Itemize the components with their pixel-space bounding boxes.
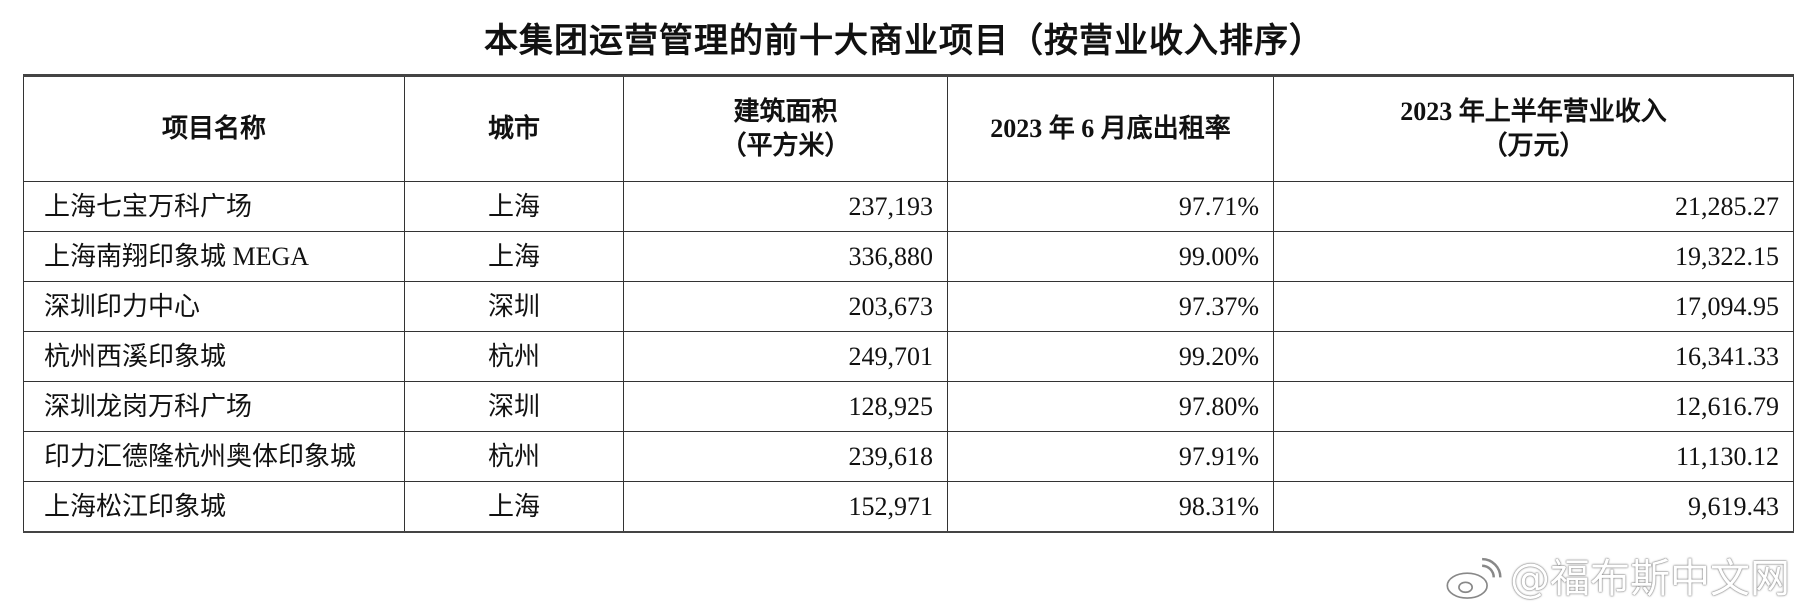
table-title: 本集团运营管理的前十大商业项目（按营业收入排序） — [484, 23, 1324, 60]
header-label: 项目名称 — [161, 114, 266, 143]
revenue-cell: 9,619.43 — [1273, 481, 1794, 533]
project-name-cell: 上海松江印象城 — [23, 481, 405, 533]
city-cell: 上海 — [404, 481, 624, 533]
header-label: 建筑面积 — [733, 97, 838, 126]
table-row: 杭州西溪印象城 杭州 249,701 99.20% 16,341.33 — [23, 331, 1794, 382]
projects-table: 项目名称 城市 建筑面积 （平方米） 2023 年 6 月底出租率 2023 年上… — [23, 74, 1794, 533]
revenue-cell: 16,341.33 — [1273, 331, 1794, 382]
weibo-logo-icon — [1446, 557, 1502, 599]
area-cell: 239,618 — [623, 431, 948, 482]
table-row: 印力汇德隆杭州奥体印象城 杭州 239,618 97.91% 11,130.12 — [23, 431, 1794, 482]
revenue-cell: 11,130.12 — [1273, 431, 1794, 482]
project-name-cell: 深圳印力中心 — [23, 281, 405, 332]
occupancy-cell: 97.80% — [947, 381, 1274, 432]
header-unit: （万元） — [1481, 131, 1586, 160]
occupancy-cell: 97.91% — [947, 431, 1274, 482]
city-cell: 上海 — [404, 231, 624, 282]
area-cell: 249,701 — [623, 331, 948, 382]
city-cell: 上海 — [404, 181, 624, 232]
project-name-cell: 上海七宝万科广场 — [23, 181, 405, 232]
occupancy-cell: 97.71% — [947, 181, 1274, 232]
header-area: 建筑面积 （平方米） — [623, 75, 948, 182]
area-cell: 336,880 — [623, 231, 948, 282]
watermark-text: @福布斯中文网 — [1510, 556, 1790, 602]
table-row: 深圳印力中心 深圳 203,673 97.37% 17,094.95 — [23, 281, 1794, 332]
project-name-cell: 印力汇德隆杭州奥体印象城 — [23, 431, 405, 482]
project-name-cell: 上海南翔印象城 MEGA — [23, 231, 405, 282]
revenue-cell: 17,094.95 — [1273, 281, 1794, 332]
header-revenue: 2023 年上半年营业收入 （万元） — [1273, 75, 1794, 182]
revenue-cell: 12,616.79 — [1273, 381, 1794, 432]
area-cell: 237,193 — [623, 181, 948, 232]
header-unit: （平方米） — [720, 131, 851, 160]
watermark: @福布斯中文网 — [1444, 556, 1790, 602]
city-cell: 杭州 — [404, 431, 624, 482]
table-row: 深圳龙岗万科广场 深圳 128,925 97.80% 12,616.79 — [23, 381, 1794, 432]
header-occupancy: 2023 年 6 月底出租率 — [947, 75, 1274, 182]
area-cell: 203,673 — [623, 281, 948, 332]
city-cell: 杭州 — [404, 331, 624, 382]
occupancy-cell: 99.20% — [947, 331, 1274, 382]
city-cell: 深圳 — [404, 281, 624, 332]
occupancy-cell: 97.37% — [947, 281, 1274, 332]
revenue-cell: 21,285.27 — [1273, 181, 1794, 232]
city-cell: 深圳 — [404, 381, 624, 432]
occupancy-cell: 99.00% — [947, 231, 1274, 282]
table-row: 上海南翔印象城 MEGA 上海 336,880 99.00% 19,322.15 — [23, 231, 1794, 282]
table-row: 上海七宝万科广场 上海 237,193 97.71% 21,285.27 — [23, 181, 1794, 232]
header-city: 城市 — [404, 75, 624, 182]
occupancy-cell: 98.31% — [947, 481, 1274, 533]
header-label: 2023 年上半年营业收入 — [1400, 97, 1667, 126]
table-row: 上海松江印象城 上海 152,971 98.31% 9,619.43 — [23, 481, 1794, 533]
project-name-cell: 杭州西溪印象城 — [23, 331, 405, 382]
header-project-name: 项目名称 — [23, 75, 405, 182]
header-label: 2023 年 6 月底出租率 — [990, 114, 1231, 143]
header-label: 城市 — [487, 114, 540, 143]
area-cell: 128,925 — [623, 381, 948, 432]
revenue-cell: 19,322.15 — [1273, 231, 1794, 282]
project-name-cell: 深圳龙岗万科广场 — [23, 381, 405, 432]
header-row: 项目名称 城市 建筑面积 （平方米） 2023 年 6 月底出租率 2023 年上… — [23, 75, 1794, 182]
area-cell: 152,971 — [623, 481, 948, 533]
